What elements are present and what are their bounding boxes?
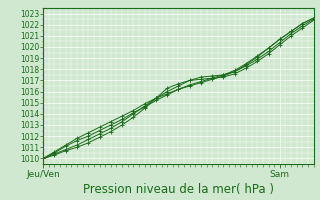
X-axis label: Pression niveau de la mer( hPa ): Pression niveau de la mer( hPa ) <box>83 183 274 196</box>
